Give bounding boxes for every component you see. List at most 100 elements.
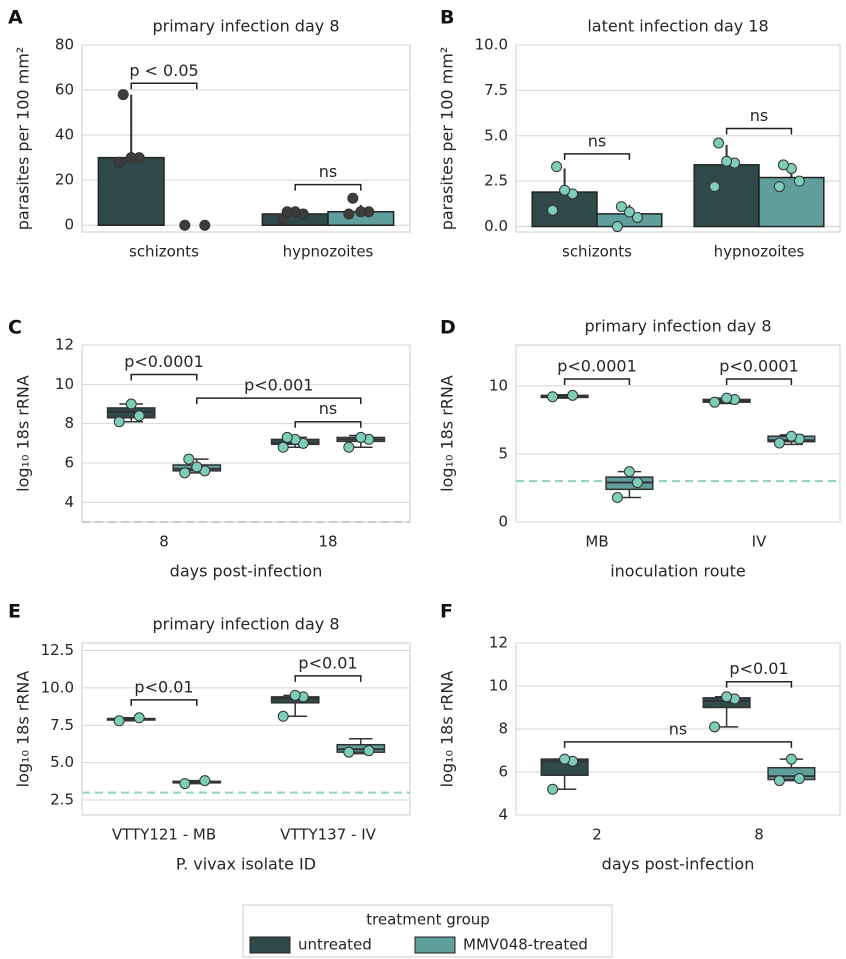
box xyxy=(767,766,816,781)
x-tick-label: VTTY137 - IV xyxy=(280,826,376,844)
data-point xyxy=(631,477,643,489)
y-tick-label: 0 xyxy=(64,216,74,234)
data-point xyxy=(113,715,125,727)
data-point xyxy=(179,219,191,231)
significance-label: ns xyxy=(588,131,606,150)
data-point xyxy=(125,398,137,410)
y-tick-label: 12.5 xyxy=(41,641,74,659)
data-point xyxy=(179,778,191,790)
legend-label: MMV048-treated xyxy=(463,936,588,954)
significance-bracket xyxy=(725,680,793,688)
y-tick-label: 4 xyxy=(64,493,74,511)
y-axis-label: log₁₀ 18s rRNA xyxy=(438,671,457,788)
data-point xyxy=(125,152,137,164)
data-point xyxy=(343,208,355,220)
data-point xyxy=(773,775,785,787)
data-point xyxy=(133,712,145,724)
y-axis-label: log₁₀ 18s rRNA xyxy=(438,375,457,492)
y-tick-label: 12 xyxy=(489,634,508,652)
data-point xyxy=(623,206,635,218)
y-tick-label: 7.5 xyxy=(50,716,74,734)
data-point xyxy=(631,211,643,223)
y-axis-label: log₁₀ 18s rRNA xyxy=(14,375,33,492)
panel-label: C xyxy=(8,317,22,339)
significance-label: p < 0.05 xyxy=(129,61,198,80)
y-tick-label: 80 xyxy=(55,36,74,54)
bar xyxy=(758,176,825,228)
x-axis-label: P. vivax isolate ID xyxy=(176,855,316,874)
significance-label: p<0.0001 xyxy=(124,352,204,371)
data-point xyxy=(355,431,367,443)
data-point xyxy=(347,192,359,204)
significance-label: ns xyxy=(750,106,768,125)
significance-bracket xyxy=(196,397,362,405)
data-point xyxy=(117,89,129,101)
data-point xyxy=(721,691,733,703)
data-point xyxy=(773,181,785,193)
data-point xyxy=(793,772,805,784)
y-tick-label: 60 xyxy=(55,81,74,99)
data-point xyxy=(785,753,797,765)
data-point xyxy=(133,410,145,422)
significance-bracket xyxy=(563,741,793,748)
data-point xyxy=(199,775,211,787)
panel-title: primary infection day 8 xyxy=(153,615,340,634)
x-tick-label: MB xyxy=(585,533,608,551)
significance-label: p<0.0001 xyxy=(719,357,799,376)
data-point xyxy=(355,206,367,218)
data-point xyxy=(773,437,785,449)
x-tick-label: 2 xyxy=(592,826,602,844)
x-axis-label: days post-infection xyxy=(602,855,755,874)
y-tick-label: 2.5 xyxy=(50,791,74,809)
legend-swatch xyxy=(414,936,456,954)
panel-title: primary infection day 8 xyxy=(153,17,340,36)
data-point xyxy=(709,721,721,733)
y-tick-label: 6 xyxy=(64,454,74,472)
panel-label: D xyxy=(440,317,456,339)
panel-label: B xyxy=(440,7,454,29)
y-tick-label: 5.0 xyxy=(50,753,74,771)
panel-label: E xyxy=(8,601,21,623)
data-point xyxy=(281,206,293,218)
panel-title: latent infection day 18 xyxy=(587,17,768,36)
data-point xyxy=(281,431,293,443)
x-tick-label: VTTY121 - MB xyxy=(112,826,216,844)
data-point xyxy=(289,689,301,701)
x-tick-label: hypnozoites xyxy=(283,243,374,261)
data-point xyxy=(559,753,571,765)
data-point xyxy=(623,466,635,478)
data-point xyxy=(183,453,195,465)
significance-bracket xyxy=(725,378,793,386)
data-point xyxy=(709,181,721,193)
x-tick-label: IV xyxy=(752,533,767,551)
data-point xyxy=(277,441,289,453)
significance-label: ns xyxy=(669,719,687,738)
significance-label: p<0.0001 xyxy=(557,357,637,376)
x-tick-label: schizonts xyxy=(562,243,632,261)
y-tick-label: 8 xyxy=(64,414,74,432)
y-tick-label: 2.5 xyxy=(484,172,508,190)
x-tick-label: 8 xyxy=(754,826,764,844)
data-point xyxy=(191,461,203,473)
legend-swatch xyxy=(249,936,291,954)
data-point xyxy=(709,396,721,408)
bar xyxy=(531,191,598,228)
y-tick-label: 7.5 xyxy=(484,81,508,99)
data-point xyxy=(611,221,623,233)
y-tick-label: 12 xyxy=(55,336,74,354)
data-point xyxy=(551,161,563,173)
y-tick-label: 10 xyxy=(489,376,508,394)
significance-label: p<0.01 xyxy=(729,659,788,678)
significance-bracket xyxy=(130,699,198,706)
significance-bracket xyxy=(725,127,793,135)
data-point xyxy=(277,710,289,722)
significance-label: ns xyxy=(319,399,337,418)
data-point xyxy=(567,389,579,401)
y-tick-label: 8 xyxy=(498,720,508,738)
x-tick-label: 8 xyxy=(159,533,169,551)
bar xyxy=(693,164,760,228)
bar xyxy=(97,156,165,226)
y-axis-label: log₁₀ 18s rRNA xyxy=(14,671,33,788)
plot-frame xyxy=(81,642,411,816)
